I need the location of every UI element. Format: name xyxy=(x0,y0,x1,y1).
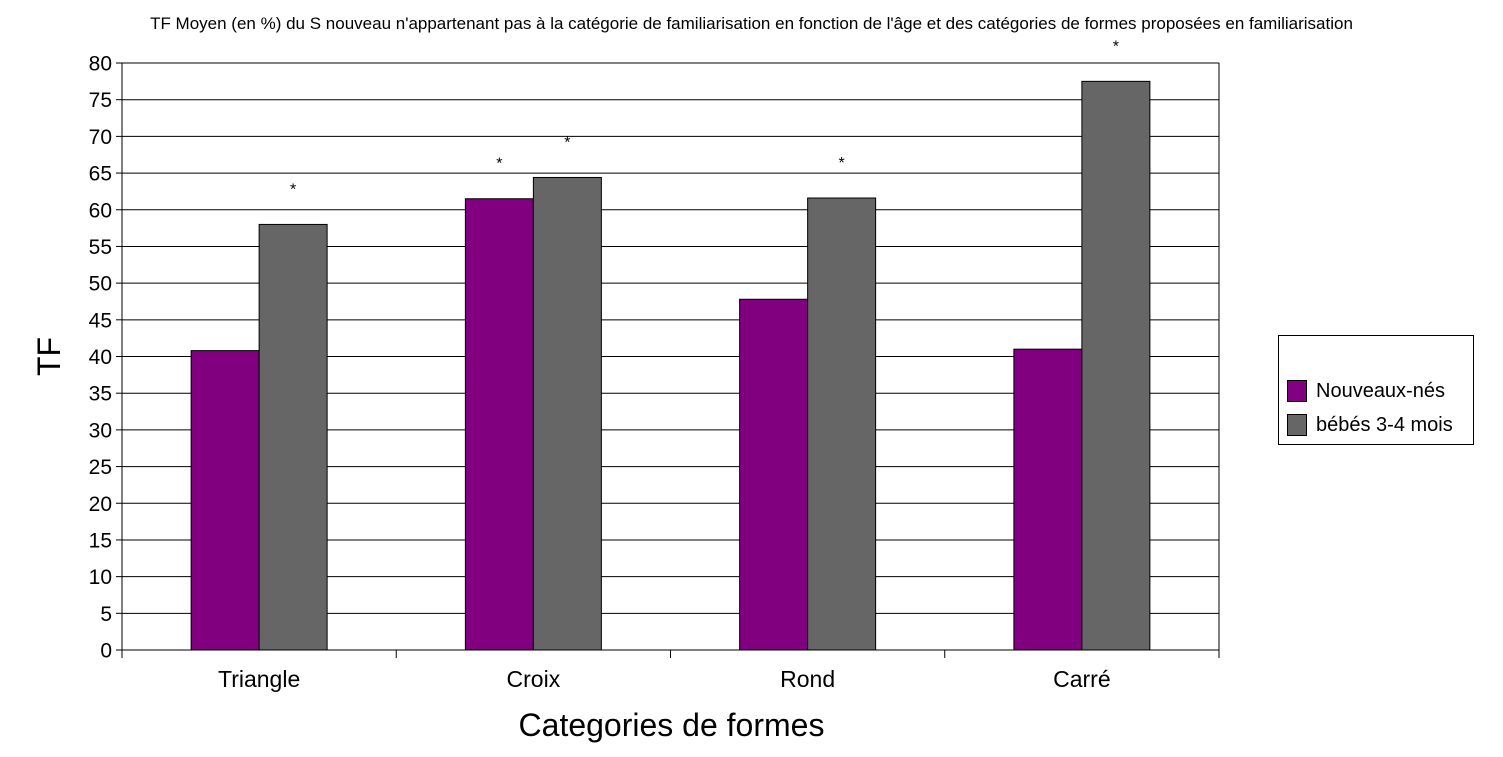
y-tick-label-10: 10 xyxy=(89,566,112,589)
bar-carre-nouveaux-nes xyxy=(1013,348,1083,651)
y-tick-label-60: 60 xyxy=(89,199,112,222)
y-axis-title: TF xyxy=(31,337,67,376)
bars xyxy=(190,80,1151,651)
chart-title: TF Moyen (en %) du S nouveau n'appartena… xyxy=(150,14,1353,33)
y-tick-label-80: 80 xyxy=(89,53,112,76)
bar-rond-bebes-3-4-mois xyxy=(807,197,877,651)
y-tick-label-50: 50 xyxy=(89,273,112,296)
x-tick-label-triangle: Triangle xyxy=(218,666,300,692)
axis-labels: 0 5 10 15 20 25 30 35 40 45 50 55 60 65 70 75 80 Triangle… xyxy=(31,53,1111,744)
axes xyxy=(116,62,1220,658)
gridlines xyxy=(122,62,1219,614)
legend-label-bebes-3-4-mois: bébés 3-4 mois xyxy=(1316,413,1453,436)
y-tick-label-35: 35 xyxy=(89,383,112,406)
bar-croix-bebes-3-4-mois xyxy=(532,176,602,651)
bar-croix-nouveaux-nes xyxy=(464,198,534,651)
x-tick-label-carre: Carré xyxy=(1053,666,1111,692)
y-tick-label-25: 25 xyxy=(89,456,112,479)
bar-triangle-nouveaux-nes xyxy=(190,350,260,651)
legend: Nouveaux-nés bébés 3-4 mois xyxy=(1278,335,1474,445)
x-tick-label-rond: Rond xyxy=(780,666,835,692)
y-tick-label-40: 40 xyxy=(89,346,112,369)
bar-carre-bebes-3-4-mois xyxy=(1081,80,1151,651)
x-axis-title: Categories de formes xyxy=(519,707,825,743)
y-tick-label-45: 45 xyxy=(89,309,112,332)
legend-swatch-nouveaux-nes xyxy=(1287,380,1307,402)
y-tick-label-5: 5 xyxy=(100,603,112,626)
y-tick-label-20: 20 xyxy=(89,493,112,516)
significance-marker-croix-bebes-3-4-mois: * xyxy=(564,134,570,151)
legend-swatch-bebes-3-4-mois xyxy=(1287,414,1307,436)
y-tick-label-0: 0 xyxy=(100,640,112,663)
x-tick-label-croix: Croix xyxy=(507,666,561,692)
significance-marker-rond-bebes-3-4-mois: * xyxy=(839,155,845,172)
y-tick-label-15: 15 xyxy=(89,529,112,552)
y-tick-label-70: 70 xyxy=(89,126,112,149)
legend-item-series-1: Nouveaux-nés xyxy=(1287,377,1445,405)
y-tick-label-75: 75 xyxy=(89,89,112,112)
bar-triangle-bebes-3-4-mois xyxy=(258,223,328,651)
y-tick-label-65: 65 xyxy=(89,163,112,186)
bar-rond-nouveaux-nes xyxy=(739,298,809,651)
y-tick-label-55: 55 xyxy=(89,236,112,259)
legend-item-series-2: bébés 3-4 mois xyxy=(1287,411,1453,439)
significance-marker-triangle-bebes-3-4-mois: * xyxy=(290,181,296,198)
annotations: * * * * * xyxy=(290,38,1119,198)
significance-marker-carre-bebes-3-4-mois: * xyxy=(1113,38,1119,55)
y-tick-label-30: 30 xyxy=(89,419,112,442)
legend-label-nouveaux-nes: Nouveaux-nés xyxy=(1316,379,1445,402)
significance-marker-croix-nouveaux-nes: * xyxy=(496,156,502,173)
